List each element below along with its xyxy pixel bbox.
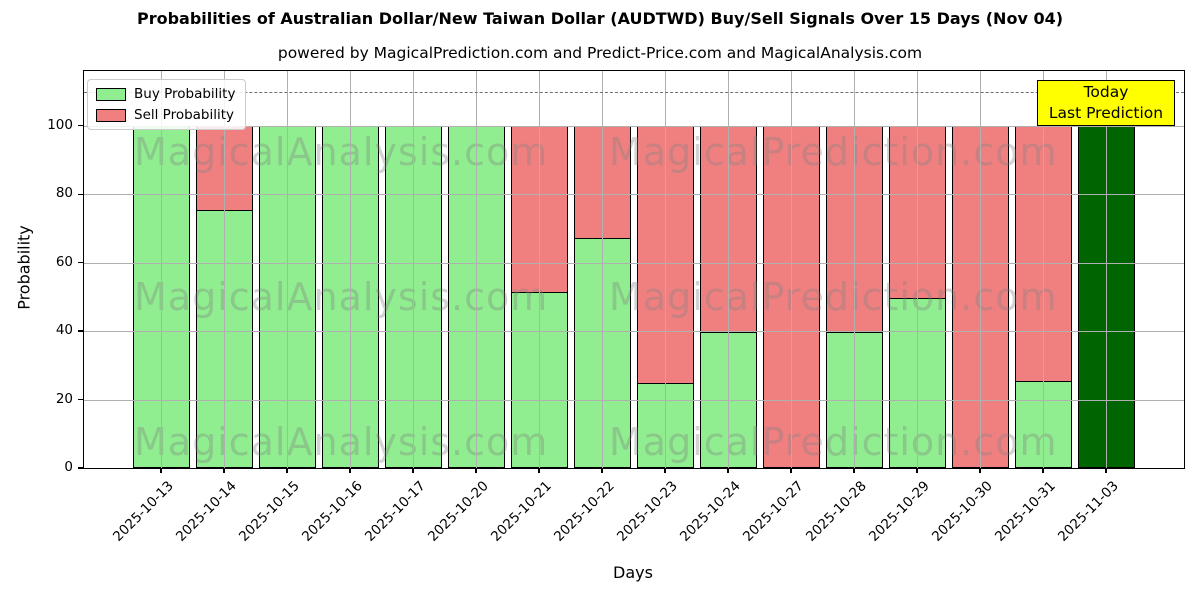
x-tick-label: 2025-10-16	[298, 478, 366, 545]
x-tick-label: 2025-10-13	[109, 478, 177, 545]
x-tick-label: 2025-11-03	[1054, 478, 1122, 545]
x-tick-label: 2025-10-28	[802, 478, 870, 545]
y-tick-label: 80	[55, 185, 73, 202]
x-tick-label: 2025-10-14	[172, 478, 240, 545]
v-gridline	[350, 71, 351, 468]
buy-color-swatch	[96, 87, 126, 101]
today-annotation-line2: Last Prediction	[1048, 104, 1164, 122]
today-annotation: Today Last Prediction	[1037, 80, 1175, 126]
dashed-threshold-line	[84, 91, 1184, 93]
x-tick-label: 2025-10-24	[676, 478, 744, 545]
v-gridline	[224, 71, 225, 468]
x-tick-label: 2025-10-21	[487, 478, 555, 545]
v-gridline	[1043, 71, 1044, 468]
x-tick	[664, 468, 666, 473]
buy-legend-label: Buy Probability	[134, 86, 236, 102]
x-tick	[790, 468, 792, 473]
y-tick	[77, 193, 83, 195]
y-tick	[77, 125, 83, 127]
h-gridline	[84, 331, 1184, 333]
y-tick-label: 40	[55, 322, 73, 339]
y-tick	[77, 261, 83, 264]
chart-title: Probabilities of Australian Dollar/New T…	[136, 9, 1064, 28]
x-tick-label: 2025-10-30	[928, 478, 996, 545]
x-tick-label: 2025-10-31	[991, 478, 1059, 545]
y-tick-label: 60	[55, 253, 73, 270]
x-tick-label: 2025-10-17	[361, 478, 429, 545]
y-tick	[77, 398, 83, 401]
v-gridline	[791, 71, 792, 468]
x-tick-label: 2025-10-29	[865, 478, 933, 545]
x-tick	[223, 468, 225, 473]
v-gridline	[1106, 71, 1107, 468]
x-tick	[1105, 468, 1107, 473]
watermark-text: MagicalPrediction.com	[609, 130, 1058, 174]
x-tick	[475, 468, 477, 473]
watermark-text: MagicalPrediction.com	[609, 420, 1058, 464]
x-tick	[538, 468, 540, 473]
plot-area: Buy Probability Sell Probability Today L…	[47, 70, 1185, 545]
v-gridline	[476, 71, 477, 468]
x-tick	[979, 468, 981, 473]
x-tick	[349, 468, 351, 473]
sell-color-swatch	[96, 108, 126, 122]
x-tick-label: 2025-10-27	[739, 478, 807, 545]
x-tick	[286, 468, 288, 473]
watermark-text: MagicalAnalysis.com	[134, 275, 549, 319]
h-gridline	[84, 262, 1184, 264]
h-gridline	[84, 399, 1184, 401]
h-gridline	[84, 194, 1184, 196]
y-tick-label: 20	[55, 390, 73, 407]
x-axis-title: Days	[613, 563, 653, 582]
legend-item-buy: Buy Probability	[96, 86, 235, 102]
x-tick-label: 2025-10-23	[613, 478, 681, 545]
y-tick	[77, 467, 83, 469]
chart-subtitle: powered by MagicalPrediction.com and Pre…	[277, 44, 923, 62]
today-annotation-line1: Today	[1083, 83, 1129, 101]
watermark-text: MagicalAnalysis.com	[134, 130, 549, 174]
v-gridline	[161, 71, 162, 468]
h-gridline	[84, 125, 1184, 127]
legend-item-sell: Sell Probability	[96, 107, 235, 123]
y-tick-label: 0	[64, 459, 73, 476]
x-tick	[853, 468, 855, 473]
sell-legend-label: Sell Probability	[134, 107, 235, 123]
v-gridline	[728, 71, 729, 468]
x-tick	[160, 468, 162, 473]
x-tick	[916, 468, 918, 473]
x-tick	[601, 468, 603, 473]
x-tick	[727, 468, 729, 473]
v-gridline	[287, 71, 288, 468]
x-tick	[1042, 468, 1044, 473]
y-tick	[77, 330, 83, 332]
x-tick-label: 2025-10-20	[424, 478, 492, 545]
v-gridline	[917, 71, 918, 468]
v-gridline	[602, 71, 603, 468]
v-gridline	[665, 71, 666, 468]
y-tick-label: 100	[47, 116, 73, 133]
v-gridline	[854, 71, 855, 468]
watermark-text: MagicalPrediction.com	[609, 275, 1058, 319]
watermark-text: MagicalAnalysis.com	[134, 420, 549, 464]
v-gridline	[980, 71, 981, 468]
x-tick	[412, 468, 414, 473]
chart-legend: Buy Probability Sell Probability	[87, 79, 247, 130]
v-gridline	[413, 71, 414, 468]
y-axis-title: Probability	[14, 225, 34, 310]
v-gridline	[539, 71, 540, 468]
x-tick-label: 2025-10-22	[550, 478, 618, 545]
x-tick-label: 2025-10-15	[235, 478, 303, 545]
